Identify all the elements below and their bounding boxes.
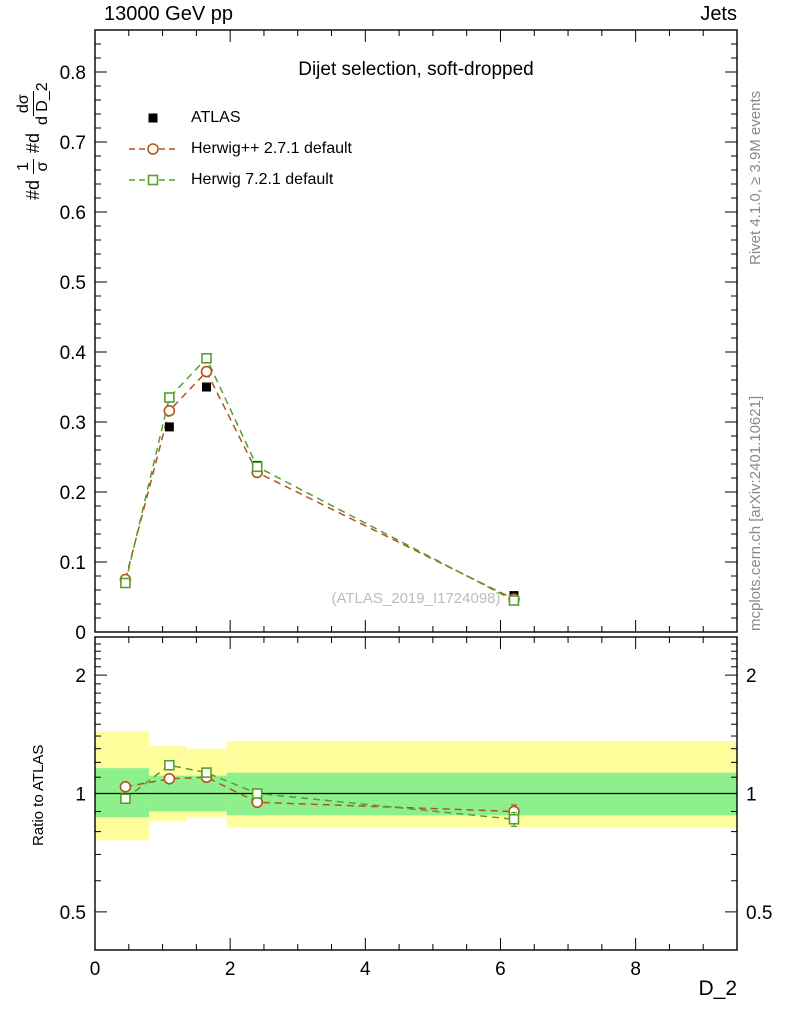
data-point [163, 772, 176, 785]
ratio-series-lines [124, 764, 515, 821]
tick-label: 0 [90, 959, 101, 980]
legend-item-atlas: ATLAS [127, 102, 352, 133]
herwig-2-7-1-default-points [119, 365, 520, 605]
data-point [120, 577, 131, 589]
ylabel-part: #d [23, 133, 44, 154]
tick-label: 0.8 [60, 63, 86, 84]
plot-title: Dijet selection, soft-dropped [298, 59, 534, 80]
green-band [95, 768, 150, 818]
herwig-2-7-1-default-line [124, 370, 515, 600]
data-point [147, 174, 159, 185]
legend-label: Herwig 7.2.1 default [191, 170, 334, 188]
axes-ticks: 0 0.1 0.2 0.3 0.4 0.5 0.6 0.7 0.8 0 2 4 6 8 0.5 0.5 1 1 2 2 [60, 30, 772, 980]
legend: ATLAS Herwig++ 2.7.1 default Herwig 7.2.1 … [127, 102, 352, 195]
legend-marker-herwig-2-7-1-default [129, 142, 177, 155]
main-series-points [119, 352, 520, 606]
tick-label: 1 [75, 785, 86, 806]
herwig-7-2-1-default-points [120, 759, 520, 827]
data-point [251, 461, 263, 473]
data-point [163, 404, 176, 417]
data-point [201, 352, 212, 364]
ratio-series-points [119, 759, 520, 827]
data-point [147, 142, 159, 155]
ylabel-fraction: dσ d D_2 [15, 82, 52, 126]
tick-label: 4 [360, 959, 371, 980]
tick-label: 0.6 [60, 203, 86, 224]
data-point [200, 365, 213, 378]
herwig-7-2-1-default-line [124, 764, 515, 821]
tick-label: 0.5 [746, 903, 772, 924]
main-panel-frame [94, 29, 738, 633]
data-point [120, 793, 131, 805]
analysis-id-watermark: (ATLAS_2019_I1724098) [331, 590, 501, 607]
data-point [202, 382, 212, 392]
beam-energy-label: 13000 GeV pp [104, 3, 233, 25]
data-point [164, 759, 175, 771]
tick-label: 0.5 [60, 273, 86, 294]
data-point [148, 113, 158, 122]
tick-label: 0.7 [60, 133, 86, 154]
x-axis-label: D_2 [698, 977, 737, 1000]
legend-marker-herwig-7-2-1-default [129, 174, 177, 185]
herwig-2-7-1-default-line [125, 776, 515, 813]
main-y-axis-label: #d 1 σ #d dσ d D_2 [15, 80, 53, 200]
ylabel-part: #d [23, 179, 44, 200]
data-point [508, 595, 520, 606]
tick-label: 0.5 [60, 903, 86, 924]
data-point [508, 813, 520, 825]
tick-label: 0.4 [60, 343, 87, 364]
data-point [251, 788, 263, 799]
legend-item-herwig-2-7-1-default: Herwig++ 2.7.1 default [127, 133, 352, 164]
tick-label: 1 [746, 785, 757, 806]
legend-label: ATLAS [191, 108, 241, 126]
ratio-y-axis-label: Ratio to ATLAS [30, 744, 47, 846]
ratio-panel-frame [94, 636, 738, 951]
ratio-uncertainty-bands [95, 731, 738, 841]
atlas-points [120, 382, 519, 601]
tick-label: 0.3 [60, 413, 86, 434]
data-point [119, 781, 132, 793]
tick-label: 2 [75, 666, 86, 687]
legend-label: Herwig++ 2.7.1 default [191, 139, 352, 157]
legend-marker-atlas [148, 113, 158, 122]
tick-label: 0.1 [60, 553, 86, 574]
tick-label: 6 [495, 959, 506, 980]
tick-label: 2 [225, 959, 236, 980]
tick-label: 2 [746, 666, 757, 687]
data-point [164, 392, 175, 403]
rivet-version-note: Rivet 4.1.0, ≥ 3.9M events [747, 90, 764, 265]
mcplots-arxiv-note: mcplots.cern.ch [arXiv:2401.10621] [747, 395, 764, 631]
herwig-7-2-1-default-points [120, 352, 520, 606]
tick-label: 0 [75, 623, 86, 644]
tick-label: 8 [630, 959, 641, 980]
main-series-lines [124, 356, 515, 602]
data-point [164, 422, 174, 432]
legend-item-herwig-7-2-1-default: Herwig 7.2.1 default [127, 164, 352, 195]
data-point [201, 767, 212, 778]
tick-label: 0.2 [60, 483, 86, 504]
